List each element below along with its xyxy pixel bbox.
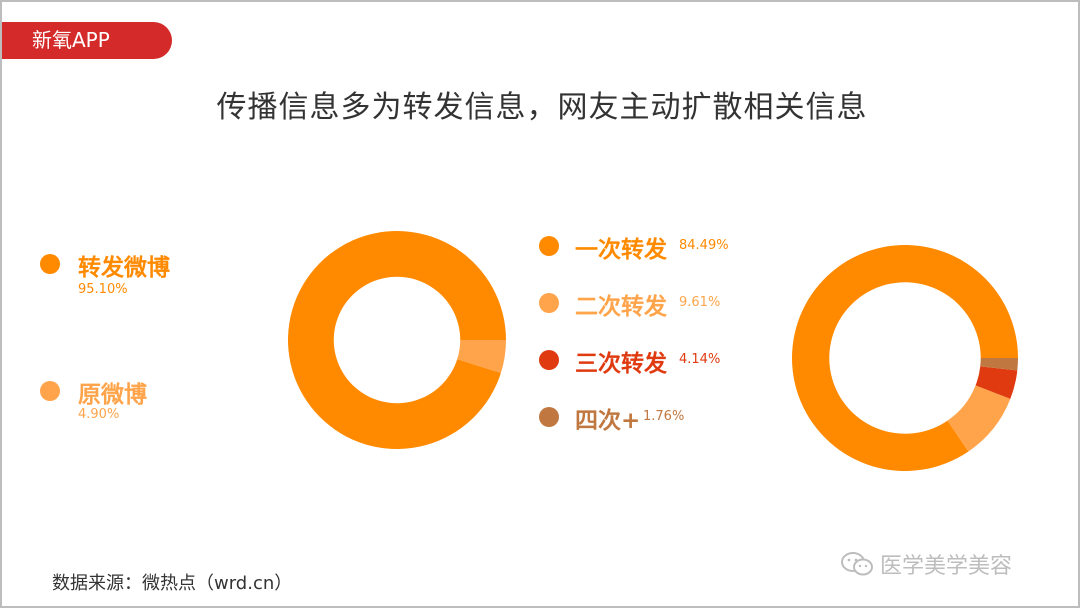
brand-name: 新氧APP: [32, 28, 110, 52]
legend-label: 转发微博: [78, 255, 170, 281]
brand-tag: 新氧APP: [2, 22, 172, 59]
donut-chart-repost-depth: [792, 245, 1018, 471]
donut-slice-3: [975, 366, 1018, 399]
wechat-icon: [840, 551, 874, 583]
donut-chart-repost-vs-original: [288, 231, 506, 449]
donut-slice-4: [980, 358, 1018, 371]
legend-value: 95.10%: [78, 282, 128, 297]
data-source-note: 数据来源：微热点（wrd.cn）: [52, 573, 293, 594]
legend-value: 1.76%: [643, 409, 685, 424]
legend-value: 84.49%: [679, 238, 729, 253]
legend-label: 四次+: [575, 408, 641, 434]
legend-label: 一次转发: [575, 237, 667, 263]
legend-value: 4.14%: [679, 352, 721, 367]
legend-swatch: [40, 381, 60, 401]
legend-swatch: [539, 350, 559, 370]
legend-label: 三次转发: [575, 351, 667, 377]
donut-slice-2: [947, 385, 1011, 452]
legend-swatch: [539, 293, 559, 313]
donut-slice-1: [792, 245, 1018, 471]
watermark-text: 医学美学美容: [880, 554, 1013, 579]
page-title: 传播信息多为转发信息，网友主动扩散相关信息: [216, 90, 868, 125]
legend-value: 9.61%: [679, 295, 721, 310]
legend-swatch: [539, 236, 559, 256]
legend-swatch: [539, 407, 559, 427]
donut-slice-1: [288, 231, 506, 449]
legend-label: 二次转发: [575, 294, 667, 320]
legend-swatch: [40, 254, 60, 274]
legend-value: 4.90%: [78, 407, 120, 422]
legend-label: 原微博: [78, 382, 147, 408]
watermark: 医学美学美容: [840, 548, 1012, 583]
donut-slice-2: [457, 340, 506, 374]
